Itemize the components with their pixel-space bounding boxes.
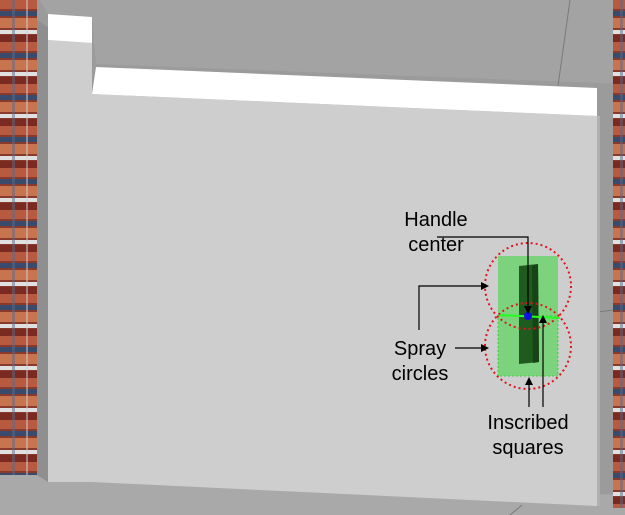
spray-circles-label: Spray circles <box>382 337 458 387</box>
arrow-head <box>539 315 547 323</box>
spray-circles-label-line1: Spray <box>393 338 447 360</box>
arrow-head <box>481 282 489 290</box>
handle-center-label-line2: center <box>408 234 464 256</box>
pillar-face <box>48 40 92 482</box>
wall-panel-face <box>92 94 597 506</box>
brick-wall-left <box>0 0 37 475</box>
arrow-handle-center <box>437 236 529 309</box>
room-edge-line <box>557 0 571 87</box>
handle-center-label: Handle center <box>394 208 478 258</box>
arrow-head <box>524 306 532 314</box>
brick-wall-right <box>613 0 625 508</box>
arrow-head <box>481 344 489 352</box>
inscribed-squares-label: Inscribed squares <box>478 411 578 461</box>
handle-center-label-line1: Handle <box>404 209 468 231</box>
inscribed-squares-label-line1: Inscribed <box>487 412 569 434</box>
wall-panel-side <box>597 116 600 506</box>
pillar-side <box>37 20 48 482</box>
handle-center-point <box>524 312 532 320</box>
room-edge-line <box>597 309 614 313</box>
door-handle-object-edge <box>532 264 539 363</box>
pillar-top <box>48 14 92 43</box>
ceiling-panel <box>40 0 625 84</box>
arrow-head <box>525 377 533 385</box>
inscribed-squares-label-line2: squares <box>492 437 564 459</box>
annotation-arrows <box>418 236 544 407</box>
arrow-heads <box>481 282 547 385</box>
spray-circle-lower <box>484 302 572 390</box>
spray-circles-label-line2: circles <box>391 363 449 385</box>
room-edge-line <box>509 504 523 515</box>
spray-circle-upper <box>484 242 572 330</box>
arrow-spray-to-upper <box>418 285 483 330</box>
wall-panel-top <box>92 67 597 116</box>
